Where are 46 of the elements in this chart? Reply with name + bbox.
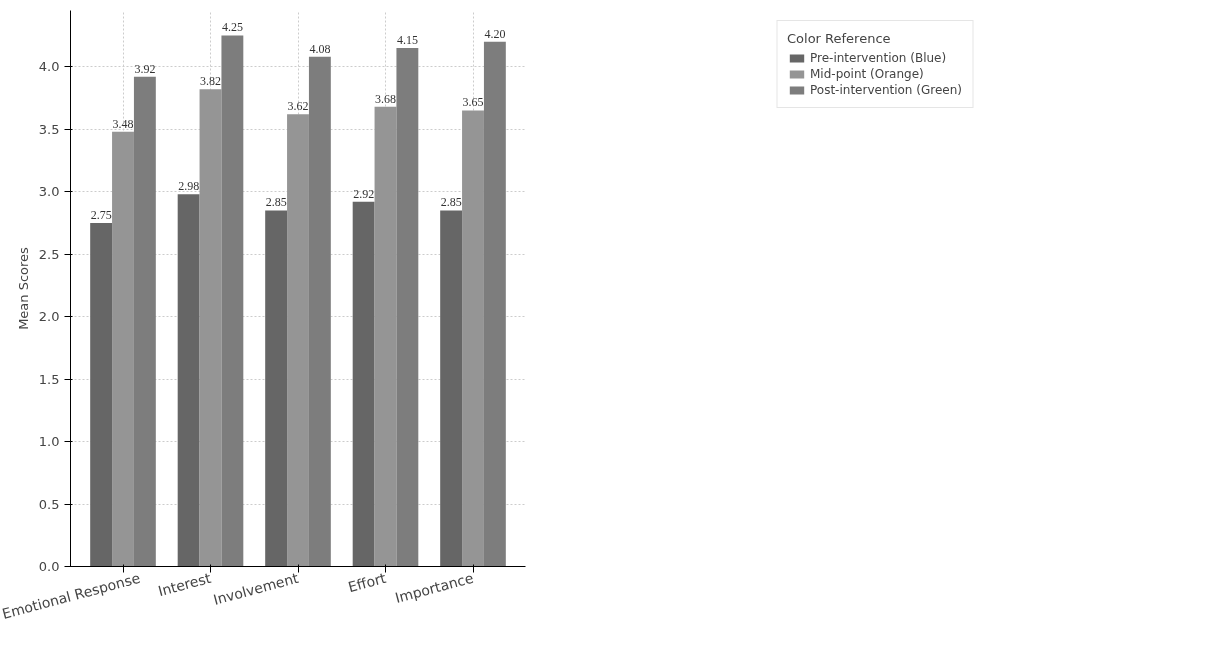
legend-label: Post-intervention (Green) (810, 83, 962, 97)
bar (199, 89, 222, 567)
bar (221, 35, 244, 567)
y-tick-label: 4.0 (38, 59, 60, 75)
bar (483, 41, 506, 567)
bar (462, 110, 484, 567)
bar (112, 131, 134, 567)
data-label: 2.85 (440, 195, 462, 210)
bar (177, 194, 200, 567)
data-label: 2.98 (178, 179, 200, 194)
x-tick-label: Effort (346, 569, 389, 596)
legend-title: Color Reference (787, 31, 892, 46)
data-label: 4.15 (396, 32, 418, 47)
bar (440, 210, 463, 567)
bar (133, 76, 156, 567)
y-axis-title: Mean Scores (15, 246, 31, 330)
data-label: 3.62 (287, 99, 309, 114)
x-tick-label: Interest (156, 569, 214, 600)
data-label: 3.82 (200, 74, 221, 89)
data-label: 3.68 (375, 91, 396, 106)
y-tick-label: 0.5 (38, 496, 60, 512)
legend-label: Mid-point (Orange) (810, 67, 924, 81)
y-tick-label: 1.5 (38, 371, 60, 387)
bar (265, 210, 288, 567)
bar (374, 106, 397, 567)
bar (287, 114, 309, 567)
data-label: 4.20 (484, 26, 506, 41)
bar (90, 222, 113, 567)
y-tick-label: 3.0 (38, 184, 60, 200)
data-label: 2.85 (265, 195, 287, 210)
y-tick-label: 1.0 (38, 434, 60, 450)
y-tick-label: 2.0 (38, 309, 60, 325)
bar (308, 56, 331, 567)
y-tick-label: 2.5 (38, 246, 60, 262)
data-label: 3.92 (134, 61, 156, 76)
bar (396, 47, 419, 567)
data-label: 3.48 (112, 116, 134, 131)
y-tick-label: 3.5 (38, 121, 60, 137)
y-tick-label: 0.0 (38, 559, 60, 574)
data-label: 4.08 (309, 41, 331, 56)
data-label: 3.65 (462, 95, 484, 110)
data-label: 2.75 (90, 207, 112, 222)
legend-label: Pre-intervention (Blue) (810, 51, 947, 65)
data-label: 4.25 (221, 20, 243, 35)
data-label: 2.92 (353, 186, 375, 201)
bar (352, 201, 375, 567)
